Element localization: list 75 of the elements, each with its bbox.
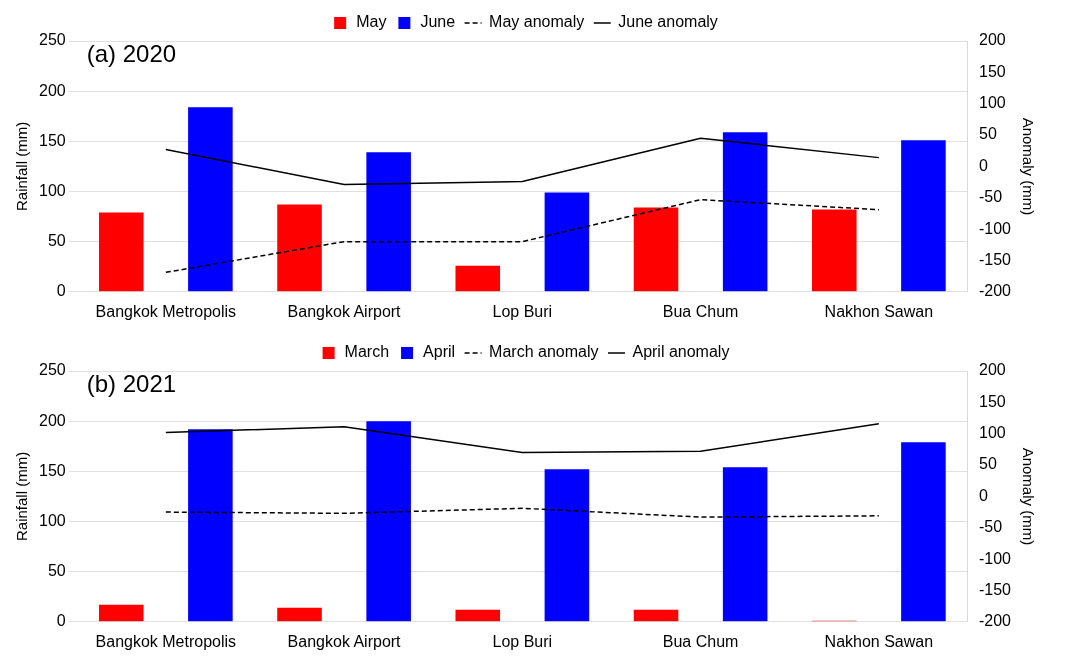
legend-label: March anomaly [489, 343, 599, 361]
y-tick-label: 100 [38, 181, 66, 199]
bar [455, 609, 501, 622]
line-series [165, 507, 880, 518]
y2-tick-label: 100 [978, 94, 1006, 112]
y2-tick-label: 200 [978, 31, 1006, 49]
chart-title: (a) 2020 [86, 39, 177, 67]
y-tick-label: 200 [38, 81, 66, 99]
y-tick-label: 150 [38, 461, 66, 479]
y2-tick-label: 0 [978, 486, 988, 504]
bar [901, 442, 946, 622]
y2-tick-label: 150 [978, 62, 1006, 80]
y2-tick-label: 50 [978, 455, 997, 473]
y2-tick-label: -100 [978, 219, 1012, 237]
x-tick-label: Bangkok Metropolis [95, 302, 237, 320]
chart-title: (b) 2021 [86, 369, 177, 397]
legend-label: March [344, 343, 390, 361]
bar [901, 140, 946, 292]
x-tick-label: Lop Buri [492, 632, 553, 650]
x-tick-label: Bangkok Airport [287, 302, 402, 320]
bar [722, 132, 768, 292]
x-tick-label: Bua Chum [662, 632, 739, 650]
y2-tick-label: 200 [978, 361, 1006, 379]
y-tick-label: 100 [38, 511, 66, 529]
y-tick-label: 50 [47, 562, 66, 580]
bar [188, 107, 233, 292]
y2-tick-label: -150 [978, 580, 1012, 598]
bar [544, 469, 590, 622]
x-tick-label: Bua Chum [662, 302, 739, 320]
y2-tick-label: 50 [978, 125, 997, 143]
y2-tick-label: -50 [978, 188, 1003, 206]
legend-label: June [420, 13, 456, 31]
y2-tick-label: -50 [978, 518, 1003, 536]
y2-tick-label: 100 [978, 424, 1006, 442]
y2-axis-title: Anomaly (mm) [1019, 447, 1037, 546]
x-tick-label: Lop Buri [492, 302, 553, 320]
bar [277, 204, 322, 292]
y2-tick-label: 150 [978, 392, 1006, 410]
bar [188, 429, 233, 622]
y2-tick-label: -100 [978, 549, 1012, 567]
y-tick-label: 50 [47, 232, 66, 250]
legend-label: May anomaly [489, 13, 585, 31]
line-series [165, 198, 880, 274]
y2-tick-label: 0 [978, 156, 988, 174]
bar [455, 265, 501, 292]
y2-tick-label: -200 [978, 282, 1012, 300]
legend-label: April anomaly [632, 343, 730, 361]
y-tick-label: 250 [38, 361, 66, 379]
y2-tick-label: -200 [978, 612, 1012, 630]
y-tick-label: 150 [38, 131, 66, 149]
bar [366, 421, 411, 622]
y-tick-label: 0 [56, 612, 66, 630]
bar [98, 212, 144, 292]
y2-axis-title: Anomaly (mm) [1019, 117, 1037, 216]
y-tick-label: 0 [56, 282, 66, 300]
y-axis-title: Rainfall (mm) [13, 121, 31, 211]
legend-label: June anomaly [618, 13, 718, 31]
y-axis-title: Rainfall (mm) [13, 451, 31, 541]
bar [633, 609, 679, 622]
bar [812, 209, 857, 292]
y-tick-label: 200 [38, 411, 66, 429]
bar [98, 604, 144, 622]
bar [722, 467, 768, 622]
y-tick-label: 250 [38, 31, 66, 49]
legend-label: April [423, 343, 456, 361]
bar [544, 192, 590, 292]
legend-label: May [356, 13, 387, 31]
bar [366, 152, 411, 292]
x-tick-label: Bangkok Airport [287, 632, 402, 650]
bar [633, 207, 679, 292]
bar [277, 607, 322, 622]
y2-tick-label: -150 [978, 250, 1012, 268]
x-tick-label: Bangkok Metropolis [95, 632, 237, 650]
x-tick-label: Nakhon Sawan [824, 302, 934, 320]
x-tick-label: Nakhon Sawan [824, 632, 934, 650]
